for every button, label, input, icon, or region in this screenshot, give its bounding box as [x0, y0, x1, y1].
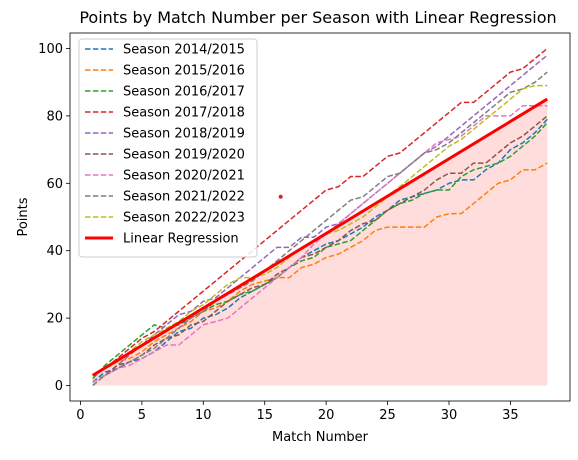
y-tick-label: 40: [46, 244, 63, 259]
x-tick-label: 10: [195, 408, 212, 423]
y-tick-label: 20: [46, 312, 63, 327]
marker-point-0: [278, 194, 283, 199]
axes-frame: [69, 32, 571, 402]
x-axis: 0 5 10 15 20 25 30 35: [76, 401, 519, 423]
x-tick-label: 5: [138, 408, 146, 423]
legend-label-0: Season 2014/2015: [123, 43, 245, 58]
legend-label-4: Season 2018/2019: [123, 127, 245, 142]
y-tick-label: 80: [46, 109, 63, 124]
x-tick-label: 30: [441, 408, 458, 423]
legend-label-6: Season 2020/2021: [123, 169, 245, 184]
y-tick-label: 60: [46, 177, 63, 192]
series-line-0: [92, 118, 548, 383]
x-tick-label: 0: [76, 408, 84, 423]
y-axis: 0 20 40 60 80 100: [38, 42, 70, 394]
series-line-9: [91, 97, 549, 377]
chart-title: Points by Match Number per Season with L…: [79, 8, 556, 27]
series-line-4: [92, 54, 548, 383]
legend-label-9: Linear Regression: [123, 232, 239, 247]
regression-fill-area: [92, 99, 548, 386]
legend-label-5: Season 2019/2020: [123, 148, 245, 163]
legend-label-7: Season 2021/2022: [123, 190, 245, 205]
legend-label-1: Season 2015/2016: [123, 64, 245, 79]
y-tick-label: 0: [55, 379, 63, 394]
legend: Season 2014/2015 Season 2015/2016 Season 2…: [78, 38, 258, 258]
plot-area: [91, 47, 549, 387]
x-tick-label: 25: [379, 408, 396, 423]
x-tick-label: 35: [502, 408, 519, 423]
series-line-5: [92, 115, 548, 383]
y-axis-label: Points: [16, 197, 31, 236]
legend-box: [78, 38, 258, 258]
y-tick-label: 100: [38, 42, 63, 57]
legend-label-2: Season 2016/2017: [123, 85, 245, 100]
legend-label-8: Season 2022/2023: [123, 211, 245, 226]
series-line-1: [92, 162, 548, 377]
x-tick-label: 15: [256, 408, 273, 423]
series-line-7: [92, 71, 548, 387]
legend-label-3: Season 2017/2018: [123, 106, 245, 121]
x-axis-label: Match Number: [272, 430, 369, 445]
x-tick-label: 20: [318, 408, 335, 423]
